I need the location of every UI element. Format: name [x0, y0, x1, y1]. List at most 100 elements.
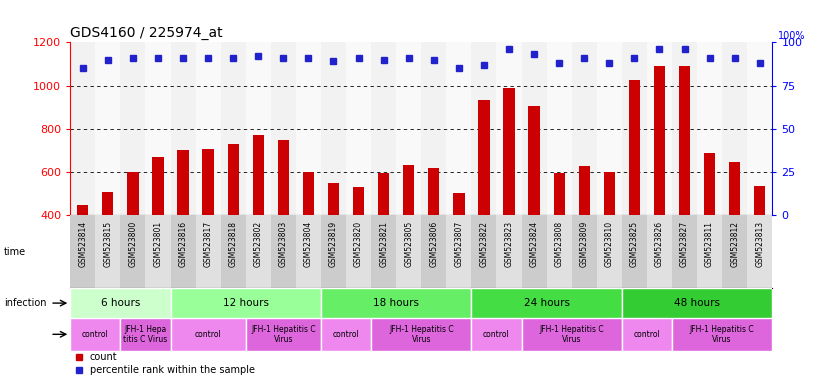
Bar: [170, 288, 321, 318]
Text: JFH-1 Hepatitis C
Virus: JFH-1 Hepatitis C Virus: [690, 324, 754, 344]
Text: 24 hours: 24 hours: [524, 298, 570, 308]
Bar: [629, 80, 640, 215]
Text: 6 hours: 6 hours: [101, 298, 140, 308]
Bar: [77, 205, 88, 215]
Text: GSM523820: GSM523820: [354, 221, 363, 267]
Bar: [246, 215, 271, 288]
Bar: [403, 164, 415, 215]
Bar: [102, 192, 113, 215]
Text: GSM523816: GSM523816: [178, 221, 188, 267]
Text: GSM523823: GSM523823: [505, 221, 514, 267]
Bar: [496, 42, 521, 215]
Bar: [321, 42, 346, 215]
Bar: [170, 42, 196, 215]
Text: control: control: [82, 330, 109, 339]
Bar: [296, 215, 321, 288]
Text: control: control: [333, 330, 359, 339]
Text: GSM523809: GSM523809: [580, 221, 589, 268]
Bar: [70, 215, 95, 288]
Bar: [503, 88, 515, 215]
Bar: [196, 215, 221, 288]
Text: GSM523801: GSM523801: [154, 221, 163, 267]
Bar: [622, 215, 647, 288]
Bar: [704, 152, 715, 215]
Bar: [547, 42, 572, 215]
Bar: [421, 42, 446, 215]
Bar: [278, 140, 289, 215]
Bar: [253, 135, 264, 215]
Text: GSM523807: GSM523807: [454, 221, 463, 268]
Bar: [296, 42, 321, 215]
Bar: [672, 42, 697, 215]
Text: GSM523818: GSM523818: [229, 221, 238, 267]
Bar: [622, 42, 647, 215]
Text: GDS4160 / 225974_at: GDS4160 / 225974_at: [70, 26, 223, 40]
Bar: [428, 168, 439, 215]
Text: 18 hours: 18 hours: [373, 298, 419, 308]
Bar: [521, 42, 547, 215]
Text: JFH-1 Hepatitis C
Virus: JFH-1 Hepatitis C Virus: [539, 324, 604, 344]
Bar: [346, 215, 371, 288]
Bar: [170, 318, 246, 351]
Text: JFH-1 Hepa
titis C Virus: JFH-1 Hepa titis C Virus: [123, 324, 168, 344]
Bar: [754, 186, 766, 215]
Text: control: control: [483, 330, 510, 339]
Bar: [371, 215, 396, 288]
Text: percentile rank within the sample: percentile rank within the sample: [89, 365, 254, 375]
Text: GSM523822: GSM523822: [479, 221, 488, 267]
Bar: [246, 42, 271, 215]
Bar: [622, 318, 672, 351]
Bar: [654, 66, 665, 215]
Bar: [748, 215, 772, 288]
Text: GSM523802: GSM523802: [254, 221, 263, 267]
Bar: [672, 215, 697, 288]
Bar: [95, 42, 121, 215]
Text: 48 hours: 48 hours: [674, 298, 720, 308]
Text: GSM523800: GSM523800: [128, 221, 137, 268]
Text: GSM523824: GSM523824: [529, 221, 539, 267]
Bar: [95, 215, 121, 288]
Bar: [271, 215, 296, 288]
Bar: [496, 215, 521, 288]
Text: GSM523819: GSM523819: [329, 221, 338, 267]
Text: GSM523815: GSM523815: [103, 221, 112, 267]
Bar: [221, 42, 246, 215]
Bar: [178, 151, 188, 215]
Bar: [529, 106, 539, 215]
Text: GSM523804: GSM523804: [304, 221, 313, 268]
Bar: [597, 215, 622, 288]
Bar: [472, 288, 622, 318]
Bar: [553, 173, 565, 215]
Text: 12 hours: 12 hours: [223, 298, 268, 308]
Bar: [321, 215, 346, 288]
Text: GSM523803: GSM523803: [279, 221, 287, 268]
Text: JFH-1 Hepatitis C
Virus: JFH-1 Hepatitis C Virus: [389, 324, 453, 344]
Bar: [446, 215, 472, 288]
Text: GSM523808: GSM523808: [555, 221, 563, 267]
Bar: [145, 42, 170, 215]
Bar: [679, 66, 691, 215]
Bar: [472, 42, 496, 215]
Bar: [246, 318, 321, 351]
Bar: [127, 172, 139, 215]
Bar: [328, 183, 339, 215]
Bar: [597, 42, 622, 215]
Bar: [478, 99, 490, 215]
Bar: [70, 288, 170, 318]
Text: GSM523825: GSM523825: [630, 221, 638, 267]
Bar: [378, 173, 389, 215]
Bar: [321, 318, 371, 351]
Bar: [70, 42, 95, 215]
Bar: [722, 42, 748, 215]
Text: time: time: [4, 247, 26, 257]
Text: GSM523805: GSM523805: [404, 221, 413, 268]
Bar: [521, 215, 547, 288]
Bar: [729, 162, 740, 215]
Text: control: control: [634, 330, 660, 339]
Bar: [221, 215, 246, 288]
Bar: [170, 215, 196, 288]
Text: infection: infection: [4, 298, 46, 308]
Bar: [371, 318, 472, 351]
Bar: [578, 166, 590, 215]
Bar: [152, 157, 164, 215]
